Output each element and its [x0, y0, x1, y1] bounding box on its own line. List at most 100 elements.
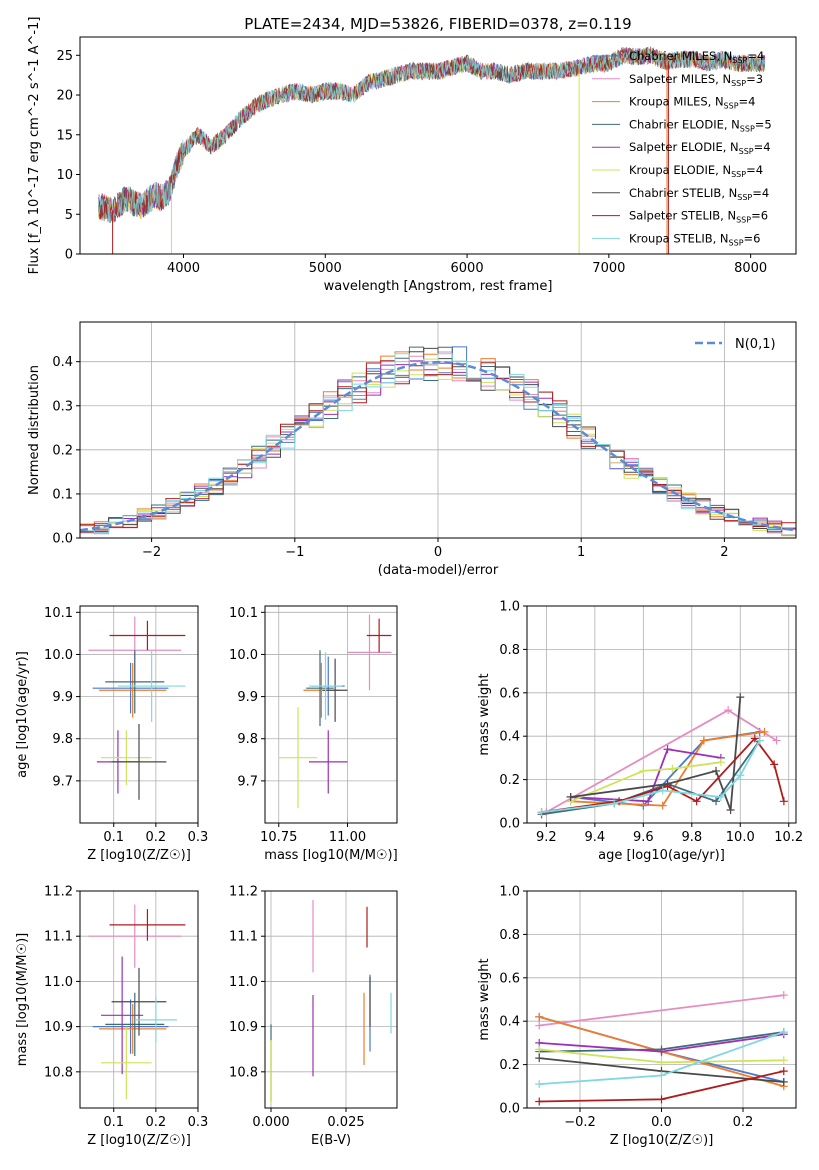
panel-z_mass: 0.1 0.2 0.3 10.8 10.9 11.0 11.1 11.2 Z [log10(Z/… [15, 885, 208, 1149]
legend-label-1: Salpeter MILES, NSSP=3 [629, 72, 763, 88]
gaussian-curve [80, 360, 796, 532]
y-tick-label: 9.7 [52, 774, 73, 789]
y-tick-label: 25 [56, 49, 73, 64]
weight-marker [644, 797, 653, 806]
x-axis-label: age [log10(age/yr)] [598, 848, 725, 863]
weight-marker [736, 693, 745, 702]
x-axis-label: Z [log10(Z/Z☉)] [87, 1133, 191, 1148]
panel-spectrum: 4000 5000 6000 7000 8000 0 5 10 15 20 25 wavelength… [27, 17, 797, 294]
spectrum-kroupa-stelib [98, 47, 766, 224]
legend-label-3: Chabrier ELODIE, NSSP=5 [629, 117, 772, 133]
y-tick-label: 0.0 [499, 1102, 520, 1117]
weight-marker [712, 766, 721, 775]
y-tick-label: 20 [56, 89, 73, 104]
plot-area [535, 991, 788, 1106]
weight-marker [726, 805, 735, 814]
y-tick-label: 10.0 [229, 648, 258, 663]
y-tick-label: 0.8 [499, 928, 520, 943]
panel-age_weight: 9.2 9.4 9.6 9.8 10.0 10.2 0.0 0.2 0.4 0.6 0.8 1.0 ag… [477, 600, 803, 864]
panel-ebv_mass: 0.000 0.025 10.8 10.9 11.0 11.1 11.2 E(B-V) [229, 885, 398, 1148]
y-tick-label: 5 [65, 208, 73, 223]
y-tick-label: 9.7 [237, 774, 258, 789]
x-tick-label: 10.75 [260, 830, 297, 845]
legend-label-7: Salpeter STELIB, NSSP=6 [629, 209, 768, 225]
y-tick-label: 0.0 [52, 532, 73, 547]
x-axis-label: mass [log10(M/M☉)] [264, 848, 397, 863]
y-tick-label: 10 [56, 168, 73, 183]
weight-line-1 [539, 994, 784, 1027]
hist-step-5 [80, 358, 796, 537]
weight-marker [535, 1054, 544, 1063]
x-axis-label: (data-model)/error [378, 563, 499, 578]
axes-frame [264, 605, 398, 824]
x-tick-label: 9.2 [536, 830, 557, 845]
weight-marker [535, 1012, 544, 1021]
panel-z_age: 0.1 0.2 0.3 9.7 9.8 9.9 10.0 10.1 Z [log10(Z/Z☉)… [15, 605, 209, 863]
y-tick-label: 10.0 [44, 648, 73, 663]
legend-spectrum: Chabrier MILES, NSSP=4 Salpeter MILES, NS… [592, 49, 772, 247]
weight-marker [657, 1071, 666, 1080]
weight-marker [779, 1067, 788, 1076]
x-tick-label: 5000 [309, 261, 342, 276]
weight-marker [712, 797, 721, 806]
x-tick-label: 0.000 [252, 1115, 289, 1130]
x-tick-label: −2 [142, 545, 161, 560]
x-tick-label: 0.2 [146, 1115, 167, 1130]
x-tick-label: 0.025 [327, 1115, 364, 1130]
legend-label-2: Kroupa MILES, NSSP=4 [629, 95, 755, 111]
weight-marker [770, 760, 779, 769]
weight-marker [779, 1077, 788, 1086]
weight-marker [566, 792, 575, 801]
weight-marker [699, 736, 708, 745]
weight-line-5 [570, 761, 722, 803]
weight-marker [772, 736, 781, 745]
axes-frame [264, 890, 398, 1109]
y-axis-label: Flux [f_λ 10^-17 erg cm^-2 s^-1 A^-1] [27, 17, 42, 275]
hist-step-7 [80, 360, 796, 532]
y-tick-label: 0.2 [499, 773, 520, 788]
x-tick-label: 6000 [451, 261, 484, 276]
weight-marker [535, 1045, 544, 1054]
weight-marker [736, 771, 745, 780]
legend-label-6: Chabrier STELIB, NSSP=4 [629, 186, 769, 202]
y-tick-label: 0 [65, 248, 73, 263]
weight-marker [779, 991, 788, 1000]
plot-area [88, 616, 186, 800]
y-tick-label: 0.2 [52, 443, 73, 458]
axes-frame [526, 890, 797, 1109]
y-tick-label: 11.2 [229, 885, 258, 900]
y-tick-label: 10.9 [229, 1020, 258, 1035]
weight-marker [779, 1056, 788, 1065]
y-tick-label: 0.6 [499, 686, 520, 701]
x-tick-label: −0.2 [564, 1115, 596, 1130]
x-tick-label: 1 [577, 545, 585, 560]
y-axis-label: mass weight [477, 958, 492, 1040]
x-tick-label: 0.3 [188, 830, 209, 845]
x-axis-label: Z [log10(Z/Z☉)] [610, 1133, 714, 1148]
weight-marker [750, 734, 759, 743]
plot-area [270, 900, 392, 1104]
y-tick-label: 0.4 [499, 730, 520, 745]
x-tick-label: 0.0 [651, 1115, 672, 1130]
x-tick-label: 10.0 [726, 830, 755, 845]
plot-area [98, 46, 766, 254]
y-tick-label: 11.0 [229, 975, 258, 990]
x-axis-label: Z [log10(Z/Z☉)] [87, 848, 191, 863]
x-tick-label: 2 [720, 545, 728, 560]
weight-marker [668, 764, 677, 773]
hist-step-8 [80, 353, 796, 534]
x-tick-label: 9.8 [681, 830, 702, 845]
y-axis-label: Normed distribution [27, 365, 42, 495]
y-tick-label: 0.4 [52, 355, 73, 370]
panel-mass_age: 10.75 11.00 9.7 9.8 9.9 10.0 10.1 mass [log10(M… [229, 605, 398, 863]
legend-label-0: Chabrier MILES, NSSP=4 [629, 49, 764, 65]
weight-line-3 [541, 739, 761, 816]
y-axis-label: age [log10(age/yr)] [15, 651, 30, 778]
weight-marker [755, 736, 764, 745]
y-axis-label: mass weight [477, 673, 492, 755]
weight-marker [724, 706, 733, 715]
weight-marker [692, 797, 701, 806]
plot-area [537, 693, 788, 819]
plot-area [278, 614, 392, 809]
weight-marker [663, 782, 672, 791]
